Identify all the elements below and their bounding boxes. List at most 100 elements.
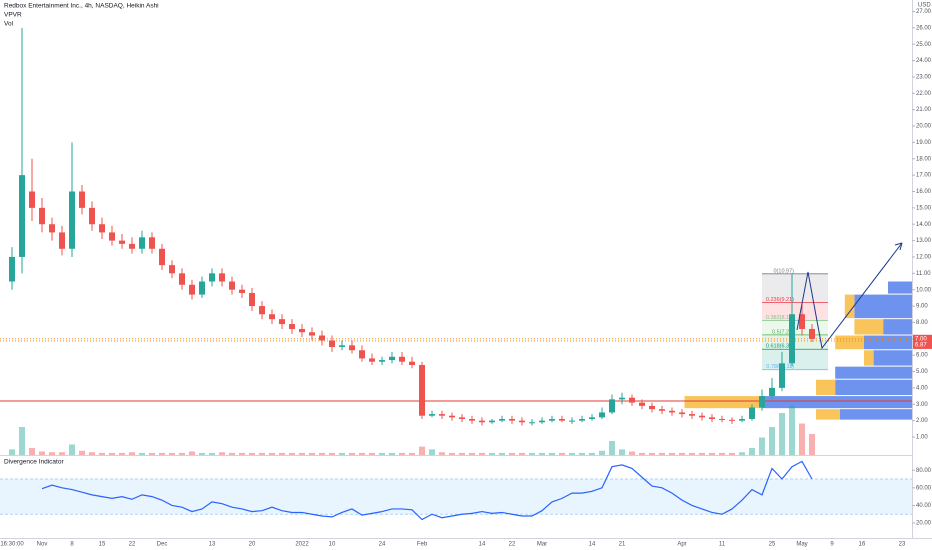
candle-body (389, 356, 395, 361)
volume-bar (79, 450, 85, 455)
candle-body (739, 418, 745, 421)
vpvr-down (761, 396, 912, 409)
candle-body (429, 414, 435, 416)
candle-body (409, 361, 415, 365)
candle-body (789, 314, 795, 364)
candle-body (309, 332, 315, 336)
vpvr-up (854, 319, 884, 335)
volume-bar (539, 452, 545, 455)
y-tick-label: 18.00 (916, 156, 932, 162)
candle-body (369, 358, 375, 362)
y-tick-label: 23.00 (916, 75, 932, 81)
x-tick-label: May (796, 542, 807, 548)
volume-bar (499, 452, 505, 455)
volume-bar (509, 452, 515, 455)
candle-body (529, 422, 535, 424)
y-tick-label: 14.00 (916, 222, 932, 228)
indicator-label: Vol (4, 21, 14, 28)
volume-bar (579, 452, 585, 455)
volume-bar (109, 452, 115, 455)
vpvr-down (864, 335, 912, 350)
x-tick-label: 2022 (295, 542, 309, 548)
y-tick-label: 80.00 (916, 468, 932, 474)
candle-body (499, 418, 505, 421)
projection-arrow (796, 242, 903, 350)
y-tick-label: 13.00 (916, 238, 932, 244)
volume-bar (429, 449, 435, 455)
volume-bar (559, 452, 565, 455)
volume-bar (529, 452, 535, 455)
x-tick-label: Apr (677, 542, 686, 548)
candle-body (219, 273, 225, 282)
candle-body (259, 306, 265, 315)
volume-bar (129, 452, 135, 455)
volume-bar (149, 452, 155, 455)
indicator-label: VPVR (4, 12, 22, 19)
candle-body (39, 207, 45, 225)
price-label: 7.00 (915, 336, 927, 342)
volume-bar (569, 452, 575, 455)
volume-bar (439, 452, 445, 455)
volume-bar (119, 452, 125, 455)
y-tick-label: 12.00 (916, 255, 932, 261)
candle-body (209, 273, 215, 282)
candle-body (279, 319, 285, 325)
vpvr-up (816, 379, 836, 396)
volume-bar (779, 413, 785, 455)
volume-bar (479, 452, 485, 455)
y-tick-label: 9.00 (916, 304, 928, 310)
vpvr-up (816, 409, 840, 420)
chart-title: Redbox Entertainment Inc., 4h, NASDAQ, H… (4, 3, 159, 10)
vpvr-up (835, 335, 864, 350)
price-box (913, 334, 932, 343)
y-tick-label: 27.00 (916, 9, 932, 15)
vpvr-down (840, 409, 912, 420)
volume-bar (709, 452, 715, 455)
fib-zone (762, 302, 828, 321)
volume-bar (799, 423, 805, 455)
candle-body (669, 410, 675, 413)
fib-zone (762, 273, 828, 303)
volume-bar (289, 452, 295, 455)
volume-bar (599, 450, 605, 455)
volume-bar (309, 452, 315, 455)
volume-bar (139, 452, 145, 455)
volume-bar (179, 452, 185, 455)
candle-body (359, 350, 365, 359)
x-tick-label: 14 (589, 542, 596, 548)
y-tick-label: 24.00 (916, 58, 932, 64)
volume-bar (399, 452, 405, 455)
volume-bar (249, 452, 255, 455)
y-tick-label: 11.00 (916, 271, 931, 277)
currency-label: USD (918, 3, 931, 9)
candle-body (719, 418, 725, 420)
candle-body (589, 417, 595, 419)
y-tick-label: 17.00 (916, 173, 932, 179)
volume-bar (739, 452, 745, 455)
candle-body (199, 281, 205, 295)
candle-body (469, 418, 475, 421)
oscillator-line (41, 460, 813, 521)
candle-body (769, 387, 775, 397)
price-box (913, 340, 932, 349)
volume-bar (329, 452, 335, 455)
candle-body (519, 420, 525, 423)
x-tick-label: 24 (379, 542, 386, 548)
volume-bar (99, 452, 105, 455)
candle-body (89, 207, 95, 225)
volume-bar (679, 452, 685, 455)
x-tick-label: 21 (619, 542, 626, 548)
candle-body (809, 328, 815, 339)
volume-bar (189, 451, 195, 455)
y-tick-label: 21.00 (916, 107, 932, 113)
candle-body (479, 420, 485, 423)
y-tick-label: 26.00 (916, 25, 932, 31)
y-tick-label: 2.00 (916, 418, 928, 424)
y-tick-label: 3.00 (916, 402, 928, 408)
volume-bar (699, 452, 705, 455)
y-tick-label: 4.00 (916, 385, 928, 391)
y-tick-label: 16.00 (916, 189, 932, 195)
candle-body (509, 418, 515, 421)
